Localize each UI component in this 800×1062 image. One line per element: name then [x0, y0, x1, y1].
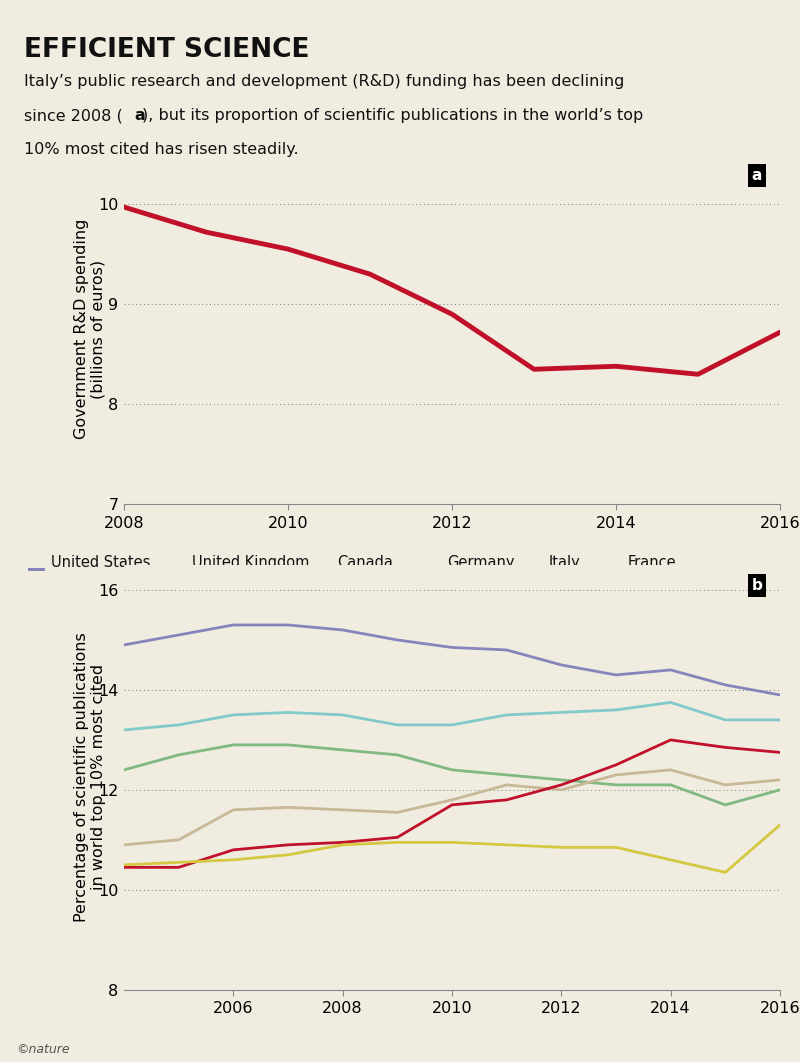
Text: United States: United States — [51, 555, 150, 570]
Text: Italy: Italy — [549, 555, 581, 570]
Bar — [423, 568, 441, 570]
Y-axis label: Government R&D spending
(billions of euros): Government R&D spending (billions of eur… — [74, 219, 106, 440]
Text: United Kingdom: United Kingdom — [192, 555, 310, 570]
Text: ), but its proportion of scientific publications in the world’s top: ), but its proportion of scientific publ… — [142, 108, 644, 123]
Text: a: a — [134, 108, 145, 123]
Text: 10% most cited has risen steadily.: 10% most cited has risen steadily. — [24, 142, 298, 157]
Bar — [314, 568, 331, 570]
Bar — [604, 568, 621, 570]
Y-axis label: Percentage of scientific publications
in world top 10% most cited: Percentage of scientific publications in… — [74, 633, 106, 922]
Text: Italy’s public research and development (R&D) funding has been declining: Italy’s public research and development … — [24, 74, 624, 89]
Text: France: France — [627, 555, 676, 570]
Text: ©nature: ©nature — [16, 1043, 70, 1056]
Bar — [169, 568, 186, 570]
Text: EFFICIENT SCIENCE: EFFICIENT SCIENCE — [24, 37, 310, 63]
Bar — [27, 568, 45, 570]
Text: since 2008 (: since 2008 ( — [24, 108, 122, 123]
Text: Germany: Germany — [447, 555, 514, 570]
Text: Canada: Canada — [338, 555, 393, 570]
Text: a: a — [752, 168, 762, 183]
Text: b: b — [752, 578, 762, 593]
Bar — [526, 568, 542, 570]
